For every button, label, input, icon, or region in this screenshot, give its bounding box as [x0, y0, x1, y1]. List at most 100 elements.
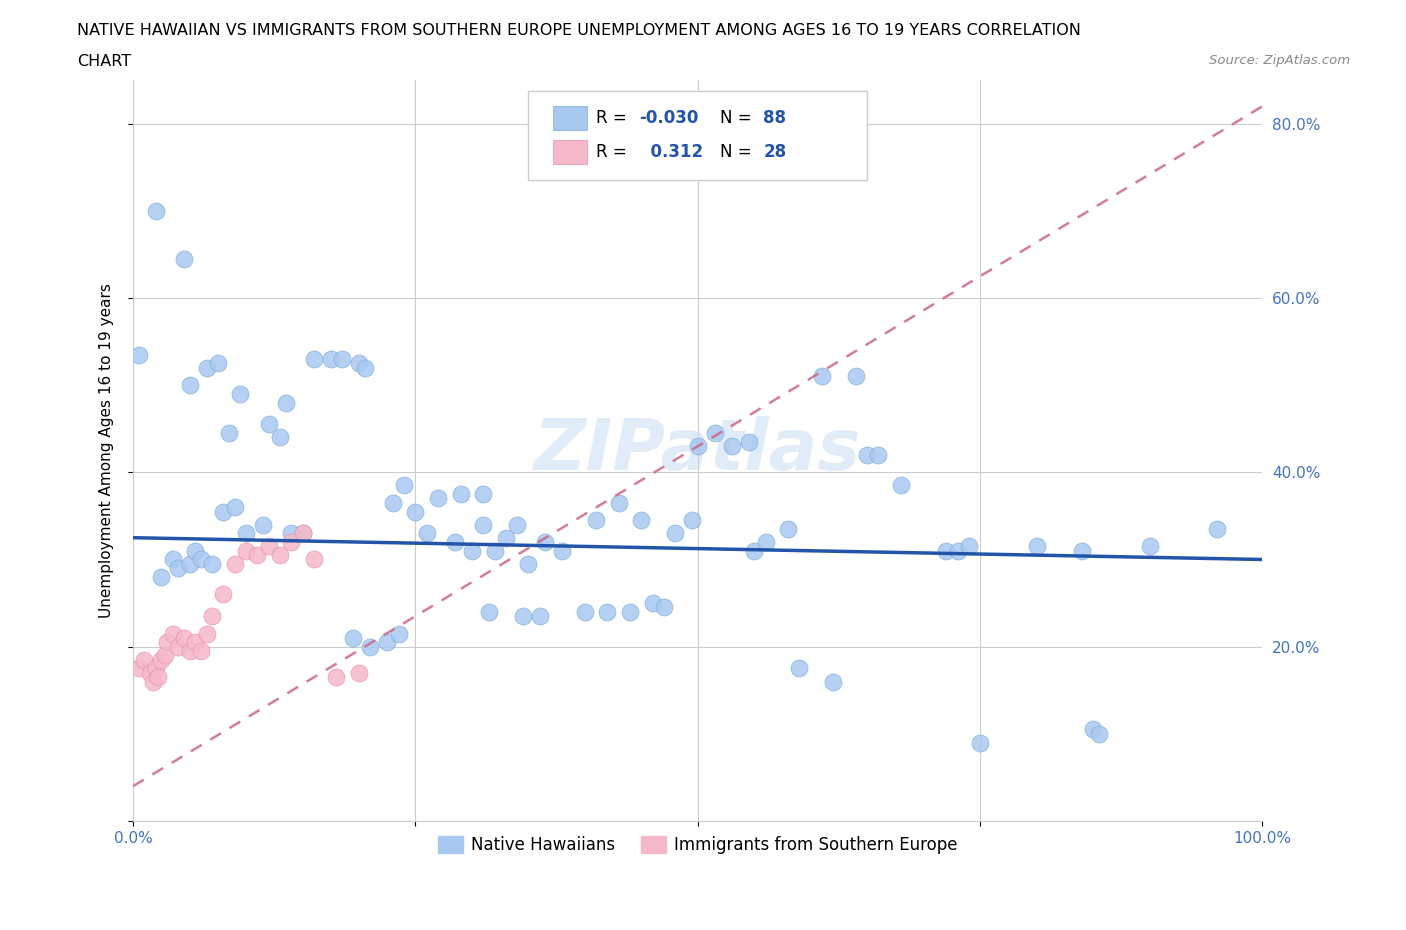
Point: [375, 635, 398, 650]
Point: [935, 543, 957, 558]
Point: [664, 525, 686, 540]
Point: [681, 512, 703, 527]
Point: [392, 478, 415, 493]
Text: ZIPatlas: ZIPatlas: [534, 416, 862, 485]
Point: [179, 556, 201, 571]
Point: [162, 626, 184, 641]
Point: [145, 661, 167, 676]
Point: [404, 504, 426, 519]
Point: [330, 352, 353, 366]
Point: [630, 512, 652, 527]
Point: [269, 430, 291, 445]
FancyBboxPatch shape: [529, 91, 868, 180]
Point: [946, 543, 969, 558]
Point: [484, 543, 506, 558]
Point: [146, 670, 169, 684]
Point: [387, 626, 409, 641]
Point: [737, 434, 759, 449]
Point: [291, 525, 314, 540]
Point: [472, 486, 495, 501]
Point: [291, 525, 314, 540]
Point: [353, 360, 375, 375]
Point: [957, 539, 980, 554]
Text: 28: 28: [763, 143, 786, 161]
Point: [167, 639, 190, 654]
Point: [325, 670, 347, 684]
Point: [302, 352, 325, 366]
Point: [347, 356, 370, 371]
Point: [823, 674, 845, 689]
Point: [150, 652, 173, 667]
Point: [789, 661, 811, 676]
Point: [229, 387, 252, 402]
Point: [150, 569, 173, 584]
Point: [212, 504, 235, 519]
Point: [1206, 522, 1229, 537]
FancyBboxPatch shape: [553, 106, 588, 130]
Point: [585, 512, 607, 527]
Point: [641, 595, 664, 610]
Point: [811, 369, 834, 384]
Text: 88: 88: [763, 109, 786, 126]
Point: [652, 600, 675, 615]
Point: [845, 369, 868, 384]
Point: [128, 661, 150, 676]
Point: [142, 674, 165, 689]
Point: [427, 491, 450, 506]
Text: 0.312: 0.312: [640, 143, 703, 161]
Point: [574, 604, 596, 619]
Point: [145, 204, 167, 219]
Point: [359, 639, 381, 654]
Point: [153, 648, 176, 663]
Text: NATIVE HAWAIIAN VS IMMIGRANTS FROM SOUTHERN EUROPE UNEMPLOYMENT AMONG AGES 16 TO: NATIVE HAWAIIAN VS IMMIGRANTS FROM SOUTH…: [77, 23, 1081, 38]
Point: [190, 552, 212, 567]
Point: [184, 635, 207, 650]
Point: [856, 447, 879, 462]
Text: R =: R =: [596, 143, 633, 161]
Point: [156, 635, 179, 650]
Point: [257, 539, 280, 554]
Point: [280, 525, 302, 540]
Point: [162, 552, 184, 567]
Point: [1070, 543, 1092, 558]
Text: CHART: CHART: [77, 54, 131, 69]
Point: [201, 609, 224, 624]
Point: [472, 517, 495, 532]
Point: [134, 652, 156, 667]
Point: [444, 535, 467, 550]
Point: [461, 543, 484, 558]
Point: [128, 347, 150, 362]
Point: [495, 530, 517, 545]
Point: [969, 735, 991, 750]
Point: [534, 535, 557, 550]
Point: [235, 525, 257, 540]
Point: [173, 631, 195, 645]
Point: [529, 609, 551, 624]
Point: [450, 486, 472, 501]
Point: [1025, 539, 1047, 554]
Point: [190, 644, 212, 658]
Point: [890, 478, 912, 493]
Point: [778, 522, 800, 537]
Point: [274, 395, 297, 410]
Point: [207, 356, 229, 371]
Point: [754, 535, 776, 550]
Point: [224, 499, 246, 514]
Point: [868, 447, 890, 462]
Point: [512, 609, 534, 624]
Point: [179, 378, 201, 392]
Point: [686, 439, 709, 454]
Text: N =: N =: [720, 143, 758, 161]
Point: [235, 543, 257, 558]
Point: [179, 644, 201, 658]
Point: [1081, 722, 1104, 737]
Point: [347, 665, 370, 680]
Point: [319, 352, 342, 366]
Point: [381, 496, 404, 511]
Point: [201, 556, 224, 571]
Point: [517, 556, 540, 571]
Point: [551, 543, 574, 558]
Text: N =: N =: [720, 109, 758, 126]
Point: [280, 535, 302, 550]
Text: -0.030: -0.030: [640, 109, 699, 126]
